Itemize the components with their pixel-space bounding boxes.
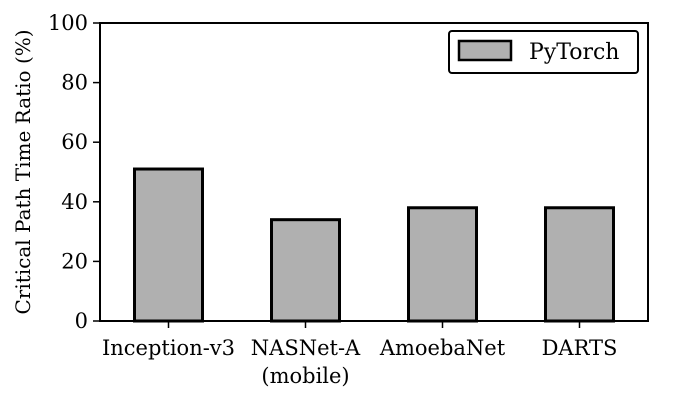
legend: PyTorch (448, 30, 639, 74)
legend-label: PyTorch (529, 40, 619, 65)
y-tick-label: 100 (48, 11, 88, 35)
plot-frame (99, 22, 649, 322)
bar-2 (407, 206, 478, 323)
x-tick-label: NASNet-A (mobile) (251, 336, 361, 388)
x-axis: Inception-v3 NASNet-A (mobile) AmoebaNet DAR… (102, 321, 617, 388)
bars-group (133, 167, 615, 323)
bar-3 (544, 206, 615, 323)
legend-swatch (457, 39, 513, 62)
y-tick-label: 60 (61, 130, 88, 154)
y-tick-label: 40 (61, 190, 88, 214)
y-tick-label: 80 (61, 71, 88, 95)
x-tick-label: AmoebaNet (379, 336, 506, 360)
x-tick-label: Inception-v3 (102, 336, 235, 360)
y-tick-label: 20 (61, 249, 88, 273)
y-axis: 0 20 40 60 80 100 (48, 11, 100, 333)
y-axis-label: Critical Path Time Ratio (%) (11, 29, 35, 314)
bar-1 (270, 218, 341, 323)
bar-0 (133, 167, 204, 323)
y-tick-label: 0 (75, 309, 88, 333)
x-tick-label: DARTS (542, 336, 618, 360)
